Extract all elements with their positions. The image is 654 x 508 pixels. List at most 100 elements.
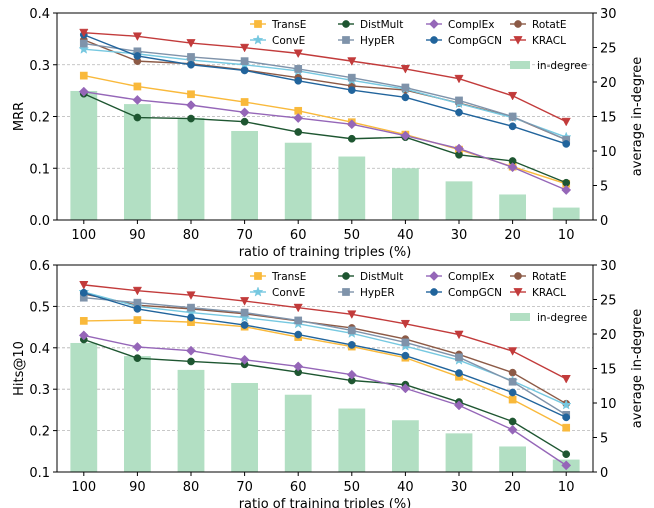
- data-point-kracl: [454, 330, 464, 340]
- series-line-compgcn: [83, 34, 567, 145]
- data-point-hyper: [508, 377, 517, 386]
- data-point-conve: [78, 43, 90, 54]
- in-degree-bar: [177, 369, 205, 472]
- series-line-transe: [83, 74, 567, 185]
- series-line-conve: [83, 48, 567, 138]
- y2-axis-title: average in-degree: [630, 309, 645, 428]
- x-tick-label: 100: [71, 480, 96, 495]
- series-line-kracl: [83, 31, 567, 123]
- legend-label: ComplEx: [448, 271, 494, 283]
- legend-bar-swatch: [510, 313, 530, 321]
- x-tick-label: 80: [183, 480, 200, 495]
- legend-label: in-degree: [537, 60, 587, 72]
- data-point-kracl: [293, 49, 303, 59]
- x-tick-label: 70: [236, 480, 253, 495]
- data-point-hyper: [401, 83, 410, 92]
- legend-marker: [252, 34, 264, 45]
- legend-marker: [514, 272, 522, 280]
- x-tick-label: 10: [558, 228, 575, 243]
- series-line-conve: [83, 291, 567, 406]
- legend-label: ComplEx: [448, 19, 494, 31]
- data-point-kracl: [561, 375, 571, 384]
- data-point-compgcn: [508, 388, 517, 397]
- y2-tick-label: 25: [600, 294, 617, 309]
- legend-label: DistMult: [360, 19, 403, 31]
- legend-marker: [430, 36, 438, 44]
- data-point-kracl: [507, 347, 518, 356]
- data-point-hyper: [79, 39, 88, 48]
- data-point-hyper: [240, 57, 249, 65]
- data-point-distmult: [240, 117, 249, 126]
- series-line-hyper: [83, 42, 567, 141]
- data-point-hyper: [401, 338, 410, 347]
- series-line-distmult: [83, 338, 567, 455]
- data-point-kracl: [186, 39, 196, 48]
- legend-marker: [514, 20, 522, 28]
- in-degree-bar: [70, 342, 98, 472]
- data-point-complex: [186, 345, 196, 356]
- data-point-distmult: [347, 134, 356, 143]
- data-point-compgcn: [187, 313, 195, 322]
- data-point-complex: [132, 94, 143, 105]
- data-point-kracl: [239, 43, 250, 53]
- in-degree-bar: [284, 142, 312, 220]
- y2-tick-label: 15: [600, 111, 617, 126]
- data-point-complex: [186, 100, 196, 111]
- data-point-hyper: [187, 53, 195, 61]
- y-tick-label: 0.4: [29, 7, 50, 22]
- data-point-kracl: [454, 74, 464, 84]
- x-tick-label: 70: [236, 228, 253, 243]
- y2-tick-label: 20: [600, 328, 617, 343]
- data-point-kracl: [132, 32, 143, 42]
- data-point-distmult: [294, 128, 303, 136]
- data-point-kracl: [507, 91, 518, 101]
- legend-label: ConvE: [272, 35, 305, 47]
- y-tick-label: 0.1: [29, 466, 50, 481]
- data-point-hyper: [187, 303, 195, 312]
- legend-label: RotatE: [532, 19, 567, 31]
- data-point-compgcn: [79, 288, 88, 297]
- data-point-complex: [400, 130, 411, 141]
- y2-tick-label: 5: [600, 180, 608, 195]
- legend-label: TransE: [271, 19, 306, 31]
- data-point-distmult: [187, 114, 195, 123]
- data-point-distmult: [133, 354, 142, 362]
- data-point-transe: [133, 316, 142, 324]
- data-point-kracl: [400, 65, 411, 74]
- data-point-kracl: [293, 303, 303, 313]
- x-tick-label: 30: [451, 228, 468, 243]
- data-point-kracl: [347, 310, 357, 319]
- y-tick-label: 0.1: [29, 162, 50, 177]
- data-point-conve: [560, 399, 572, 410]
- mrr-chart: 0.0 0.1 0.2 0.3 0.4 0 5 10 15 20 25 30 100 90 80 70 60 50…: [12, 7, 645, 260]
- x-tick-label: 90: [129, 228, 146, 243]
- in-degree-bar: [124, 356, 151, 472]
- data-point-distmult: [562, 450, 571, 459]
- data-point-transe: [79, 317, 88, 325]
- data-point-compgcn: [133, 52, 142, 60]
- data-point-kracl: [561, 117, 571, 127]
- legend-marker: [429, 19, 439, 29]
- y2-axis-title: average in-degree: [630, 57, 645, 176]
- data-point-compgcn: [347, 341, 356, 349]
- data-point-complex: [454, 400, 464, 411]
- in-degree-bar: [70, 90, 98, 220]
- data-point-compgcn: [347, 86, 356, 94]
- data-point-compgcn: [240, 321, 249, 329]
- in-degree-bar: [552, 207, 580, 220]
- data-point-compgcn: [240, 66, 249, 75]
- data-point-hyper: [347, 326, 356, 335]
- x-tick-label: 20: [504, 228, 521, 243]
- y2-tick-label: 25: [600, 42, 617, 57]
- legend-label: CompGCN: [448, 35, 502, 47]
- in-degree-bar: [124, 104, 151, 220]
- in-degree-bar: [177, 117, 205, 220]
- in-degree-bar: [392, 420, 419, 472]
- data-point-complex: [507, 162, 518, 173]
- legend-marker: [430, 288, 438, 296]
- y-tick-label: 0.2: [29, 111, 50, 126]
- data-point-transe: [508, 395, 517, 404]
- data-point-complex: [239, 107, 250, 118]
- legend-label: HypER: [360, 287, 395, 299]
